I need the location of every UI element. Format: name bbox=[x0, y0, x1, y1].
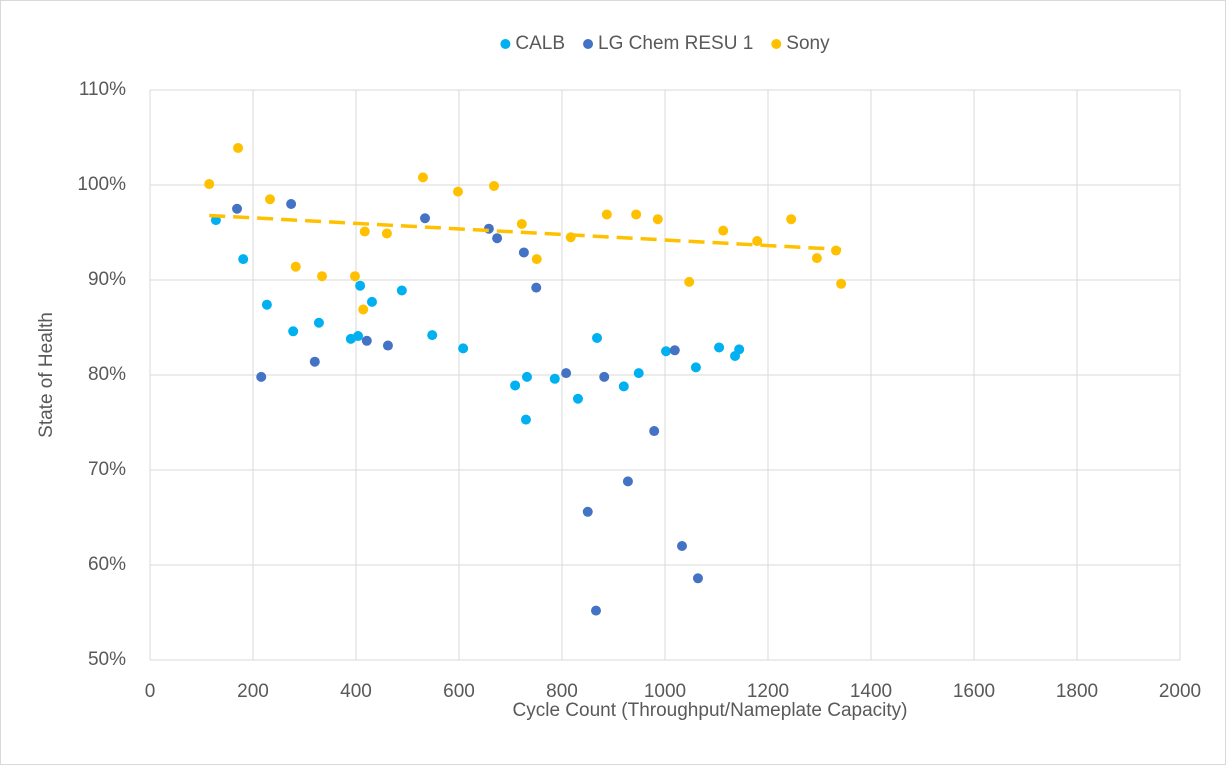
point bbox=[649, 426, 660, 437]
point bbox=[561, 368, 572, 379]
point bbox=[734, 344, 745, 355]
point bbox=[353, 331, 364, 342]
point bbox=[692, 573, 703, 584]
point bbox=[622, 476, 633, 487]
point bbox=[718, 225, 729, 236]
point bbox=[361, 335, 372, 346]
legend-marker bbox=[583, 39, 594, 49]
point bbox=[417, 172, 428, 183]
y-tick-label: 60% bbox=[88, 554, 126, 575]
point bbox=[633, 368, 644, 379]
x-tick-label: 600 bbox=[443, 681, 475, 702]
point bbox=[836, 278, 847, 289]
point bbox=[238, 254, 249, 265]
x-tick-label: 1600 bbox=[953, 681, 995, 702]
point bbox=[458, 343, 469, 354]
point bbox=[531, 282, 542, 293]
y-tick-label: 110% bbox=[79, 79, 126, 100]
y-tick-label: 80% bbox=[88, 364, 126, 385]
legend-marker bbox=[771, 39, 782, 49]
point bbox=[349, 271, 360, 282]
y-axis-title: State of Health bbox=[36, 312, 57, 438]
point bbox=[510, 380, 521, 391]
point bbox=[618, 381, 629, 392]
point bbox=[382, 340, 393, 351]
point bbox=[661, 346, 672, 357]
x-tick-label: 400 bbox=[340, 681, 372, 702]
point bbox=[811, 253, 822, 264]
point bbox=[601, 209, 612, 220]
point bbox=[631, 209, 642, 220]
y-tick-label: 90% bbox=[88, 269, 126, 290]
legend: CALB LG Chem RESU 1 Sony bbox=[500, 33, 830, 54]
point bbox=[531, 254, 542, 265]
x-tick-label: 2000 bbox=[1159, 681, 1201, 702]
point bbox=[592, 332, 603, 343]
point bbox=[690, 362, 701, 373]
point bbox=[264, 194, 275, 205]
x-tick-label: 1200 bbox=[747, 681, 789, 702]
point bbox=[492, 233, 503, 244]
point bbox=[286, 199, 297, 209]
legend-label: CALB bbox=[515, 33, 565, 54]
y-tick-label: 70% bbox=[88, 459, 126, 480]
point bbox=[381, 228, 392, 239]
legend-marker bbox=[500, 39, 511, 49]
y-tick-label: 50% bbox=[88, 649, 126, 670]
point bbox=[359, 226, 370, 237]
x-tick-label: 800 bbox=[546, 681, 578, 702]
x-tick-label: 1800 bbox=[1056, 681, 1098, 702]
x-tick-label: 1000 bbox=[644, 681, 686, 702]
point bbox=[549, 373, 560, 384]
legend-label: Sony bbox=[786, 33, 830, 54]
series bbox=[232, 199, 703, 616]
x-tick-label: 0 bbox=[145, 681, 156, 702]
x-axis-title: Cycle Count (Throughput/Nameplate Capaci… bbox=[513, 700, 908, 721]
trendline bbox=[209, 213, 842, 252]
point bbox=[452, 186, 463, 197]
point bbox=[676, 541, 687, 551]
point bbox=[518, 247, 529, 258]
point bbox=[652, 214, 663, 225]
x-tick-label: 200 bbox=[237, 681, 269, 702]
point bbox=[684, 276, 695, 287]
point bbox=[290, 261, 301, 272]
point bbox=[204, 179, 215, 190]
point bbox=[521, 371, 532, 382]
grid bbox=[149, 89, 1181, 661]
point bbox=[317, 271, 328, 282]
point bbox=[233, 142, 244, 153]
point bbox=[358, 304, 369, 315]
point bbox=[309, 356, 320, 367]
point bbox=[396, 285, 407, 296]
point bbox=[669, 345, 680, 356]
point bbox=[572, 393, 583, 404]
point bbox=[313, 317, 324, 328]
point bbox=[516, 218, 527, 229]
point bbox=[590, 605, 601, 616]
point bbox=[366, 296, 377, 307]
x-tick-label: 1400 bbox=[850, 681, 892, 702]
legend-label: LG Chem RESU 1 bbox=[598, 33, 753, 54]
point bbox=[599, 371, 610, 382]
point bbox=[256, 371, 267, 382]
point bbox=[489, 180, 500, 191]
point bbox=[714, 342, 725, 353]
point bbox=[582, 506, 593, 517]
y-tick-label: 100% bbox=[77, 174, 126, 195]
point bbox=[786, 214, 797, 225]
point bbox=[520, 414, 531, 425]
point bbox=[752, 236, 763, 247]
point bbox=[420, 213, 431, 224]
point bbox=[232, 203, 243, 214]
point bbox=[355, 280, 366, 291]
point bbox=[427, 330, 438, 341]
point bbox=[261, 299, 272, 310]
point bbox=[288, 326, 299, 337]
